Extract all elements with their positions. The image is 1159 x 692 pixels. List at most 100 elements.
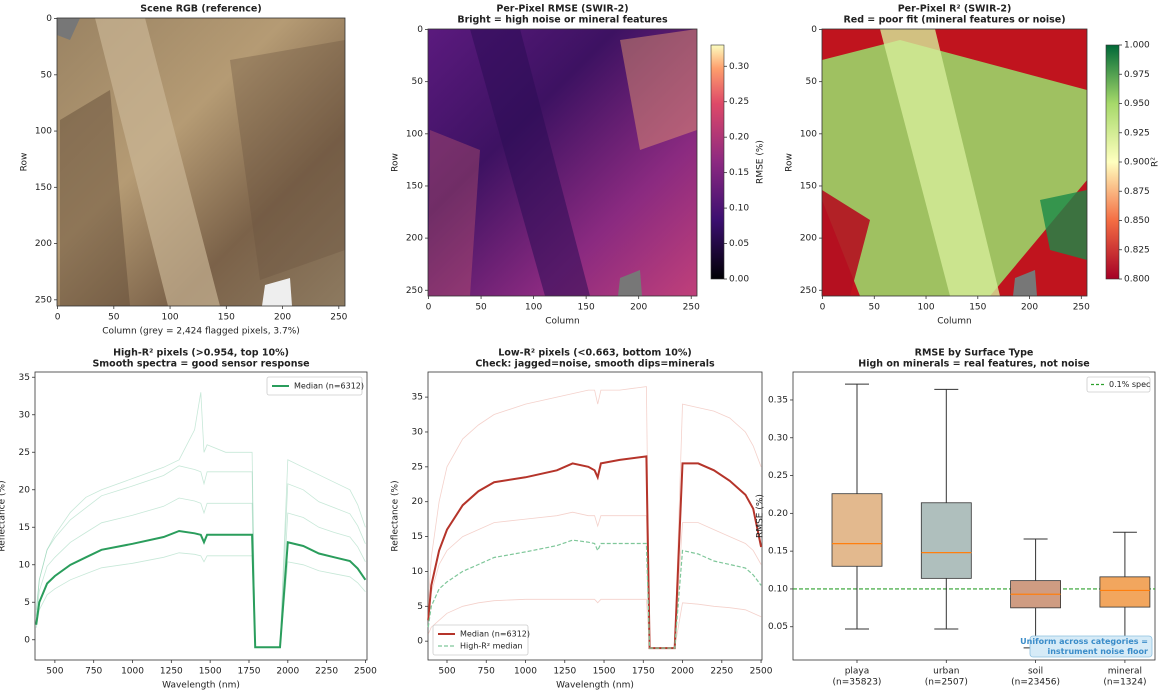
legend-box [1086, 376, 1151, 393]
x-tick-label: 50 [869, 303, 881, 313]
chart-subtitle: Smooth spectra = good sensor response [92, 359, 309, 370]
box [831, 493, 883, 567]
plot-frame [792, 371, 1156, 661]
y-tick-label: 5 [417, 602, 423, 612]
chart-subtitle: Red = poor fit (mineral features or nois… [843, 15, 1065, 26]
x-tick-label: 200 [1021, 303, 1038, 313]
colorbar [710, 44, 725, 280]
chart-subtitle: Check: jagged=noise, smooth dips=mineral… [475, 359, 715, 370]
chart-title: Scene RGB (reference) [140, 4, 261, 15]
y-tick-label: 0.15 [768, 547, 788, 557]
y-tick-label: 200 [406, 234, 423, 244]
x-tick-count: (n=23456) [1011, 678, 1060, 688]
y-tick-label: 150 [406, 181, 423, 191]
colorbar-label: RMSE (%) [756, 140, 766, 184]
y-tick-label: 50 [41, 70, 53, 80]
chart-title: Low-R² pixels (<0.663, bottom 10%) [498, 348, 691, 359]
y-tick-label: 200 [35, 239, 52, 249]
y-tick-label: 10 [19, 560, 31, 570]
x-tick-label: 2250 [710, 667, 733, 677]
colorbar-tick-label: 0.00 [729, 275, 749, 285]
colorbar-tick-label: 0.05 [729, 239, 749, 249]
x-tick-label: 1500 [199, 667, 222, 677]
spectrum-line [35, 552, 366, 648]
x-tick-count: (n=2507) [925, 678, 968, 688]
y-tick-label: 250 [35, 295, 52, 305]
x-tick-label: 2500 [354, 667, 377, 677]
y-tick-label: 35 [19, 373, 30, 383]
x-tick-label: 0 [426, 303, 432, 313]
x-tick-label: 100 [161, 313, 178, 323]
x-tick-label: 250 [1073, 303, 1090, 313]
x-tick-label: 150 [969, 303, 986, 313]
x-tick-label: 1500 [593, 667, 616, 677]
colorbar-tick-label: 0.25 [729, 97, 749, 107]
legend-label: 0.1% spec [1109, 380, 1150, 389]
colorbar [1105, 44, 1120, 280]
y-tick-label: 250 [406, 286, 423, 296]
x-tick-label: 1000 [121, 667, 144, 677]
y-tick-label: 25 [19, 448, 30, 458]
y-tick-label: 0.20 [768, 509, 788, 519]
x-axis-label: Column (grey = 2,424 flagged pixels, 3.7… [102, 327, 300, 337]
y-tick-label: 15 [19, 523, 30, 533]
spectrum-line [35, 392, 366, 648]
x-tick-label: 100 [917, 303, 934, 313]
y-tick-label: 0.25 [768, 471, 788, 481]
x-tick-count: (n=1324) [1103, 678, 1146, 688]
spectrum-line [35, 497, 366, 648]
x-tick-label: 50 [475, 303, 487, 313]
annotation: Uniform across categories = [1020, 637, 1148, 646]
y-tick-label: 10 [412, 567, 424, 577]
x-tick-label: 150 [218, 313, 235, 323]
x-tick-label: 500 [438, 667, 455, 677]
y-tick-label: 20 [19, 485, 31, 495]
x-axis-label: Column [545, 317, 579, 327]
chart-title: High-R² pixels (>0.954, top 10%) [113, 348, 289, 359]
plot-frame [34, 371, 368, 661]
x-tick-label: 750 [85, 667, 102, 677]
y-tick-label: 250 [800, 286, 817, 296]
image-scene [57, 18, 345, 306]
x-tick-label: 200 [630, 303, 647, 313]
colorbar-tick-label: 0.975 [1124, 70, 1150, 80]
y-axis-label: Row [20, 153, 30, 172]
legend-label: High-R² median [460, 642, 523, 651]
colorbar-tick-label: 0.30 [729, 62, 749, 72]
median-line [427, 539, 762, 649]
x-tick-label: 150 [578, 303, 595, 313]
x-tick-label: 1250 [160, 667, 183, 677]
y-tick-label: 30 [412, 427, 424, 437]
x-tick-label: 1750 [632, 667, 655, 677]
y-tick-label: 0 [417, 25, 423, 35]
spectrum-line [35, 465, 366, 648]
colorbar-tick-label: 0.20 [729, 133, 749, 143]
y-tick-label: 0.35 [768, 395, 788, 405]
x-tick-label: 50 [108, 313, 120, 323]
x-tick-label: 2000 [276, 667, 299, 677]
x-tick-label: 200 [274, 313, 291, 323]
colorbar-tick-label: 0.825 [1124, 245, 1150, 255]
annotation: instrument noise floor [1047, 647, 1148, 656]
x-axis-label: Wavelength (nm) [162, 681, 240, 691]
x-tick-label: 2250 [315, 667, 338, 677]
legend-label: Median (n=6312) [460, 630, 530, 639]
x-tick-label: 250 [683, 303, 700, 313]
x-tick-label: 1750 [238, 667, 261, 677]
y-tick-label: 150 [800, 181, 817, 191]
plot-frame [821, 28, 1088, 297]
y-axis-label: Row [785, 153, 795, 172]
chart-title: Per-Pixel RMSE (SWIR-2) [496, 4, 628, 15]
x-axis-label: Column [937, 317, 971, 327]
y-tick-label: 100 [406, 129, 423, 139]
spectrum-line [427, 386, 762, 649]
colorbar-tick-label: 0.15 [729, 168, 749, 178]
image-r2 [822, 29, 1087, 296]
x-tick-label: 1250 [553, 667, 576, 677]
y-axis-label: RMSE (%) [756, 494, 766, 538]
y-axis-label: Row [391, 153, 401, 172]
x-tick-label: 0 [820, 303, 826, 313]
y-tick-label: 5 [24, 598, 30, 608]
x-tick-label: 500 [46, 667, 63, 677]
